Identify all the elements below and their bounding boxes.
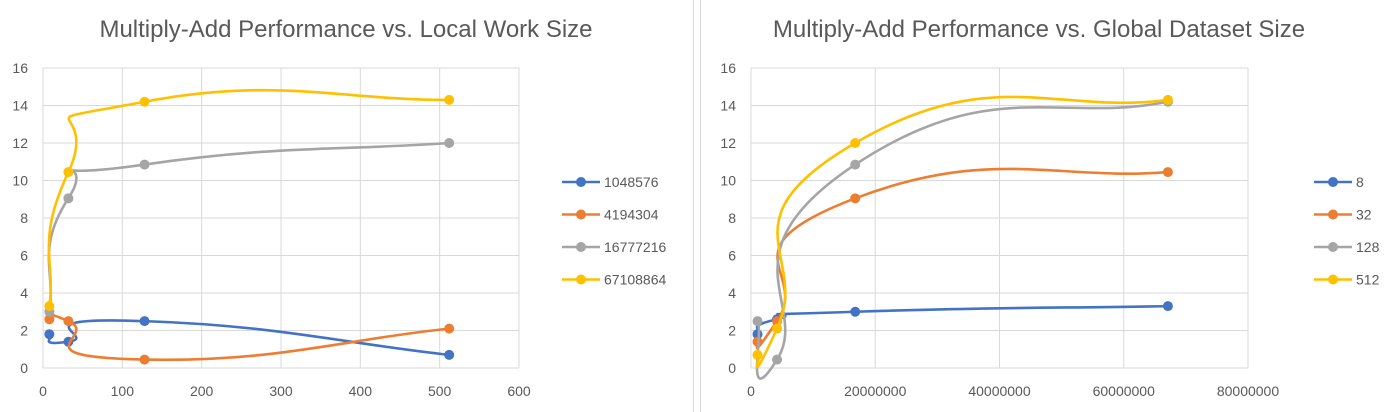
y-tick-label: 8 [20,210,28,226]
legend-label-67108864: 67108864 [604,272,667,288]
series-line-4194304 [47,313,451,362]
data-point-512 [772,323,783,334]
x-tick-label: 100 [111,383,135,399]
y-tick-label: 0 [728,360,736,376]
y-tick-label: 6 [20,248,28,264]
chart-divider [693,0,701,412]
legend-label-8: 8 [1356,174,1364,190]
y-tick-label: 16 [12,60,28,76]
data-point-1048576 [444,349,455,360]
y-tick-label: 10 [720,173,736,189]
x-tick-label: 500 [428,383,452,399]
data-point-67108864 [44,301,55,312]
chart-global-dataset-size: Multiply-Add Performance vs. Global Data… [720,16,1379,399]
legend-marker-128 [1328,242,1338,252]
x-tick-label: 60000000 [1093,383,1156,399]
legend-marker-67108864 [576,274,586,285]
data-point-8 [1162,301,1173,312]
legend-marker-4194304 [576,209,586,220]
x-tick-label: 40000000 [968,383,1031,399]
y-tick-label: 14 [720,98,736,114]
x-tick-label: 200 [190,383,214,399]
y-tick-label: 12 [720,135,736,151]
series-line-16777216 [47,141,451,314]
x-tick-label: 400 [349,383,373,399]
y-tick-label: 16 [720,60,736,76]
series-line-128 [755,100,1170,380]
x-tick-label: 600 [507,383,531,399]
y-tick-label: 2 [728,323,736,339]
data-point-67108864 [444,94,455,105]
data-point-512 [850,138,861,148]
legend-marker-512 [1328,274,1338,285]
y-tick-label: 4 [20,285,28,301]
data-point-4194304 [139,354,150,365]
series-line-67108864 [47,88,451,308]
chart-local-work-size: Multiply-Add Performance vs. Local Work … [12,16,666,399]
y-tick-label: 12 [12,135,28,151]
x-tick-label: 300 [269,383,293,399]
data-point-128 [850,159,861,170]
legend-label-128: 128 [1356,239,1380,255]
series-line-8 [755,304,1170,336]
data-point-4194304 [63,316,74,327]
data-point-4194304 [44,314,55,325]
legend-marker-32 [1328,209,1338,220]
y-tick-label: 14 [12,98,28,114]
chart-title: Multiply-Add Performance vs. Global Data… [773,16,1305,43]
data-point-16777216 [139,159,150,170]
legend-marker-16777216 [576,242,586,252]
y-tick-label: 10 [12,173,28,189]
series-line-32 [755,167,1170,350]
legend-label-16777216: 16777216 [604,239,667,255]
y-tick-label: 4 [728,285,736,301]
data-point-1048576 [139,316,150,327]
legend-label-4194304: 4194304 [604,207,659,223]
legend-marker-8 [1328,177,1338,187]
data-point-128 [772,354,783,365]
data-point-67108864 [139,96,150,107]
legend-label-1048576: 1048576 [604,174,659,190]
series-line-1048576 [47,319,451,357]
data-point-512 [1162,94,1173,105]
data-point-67108864 [63,167,74,178]
series-line-512 [755,95,1170,369]
data-point-8 [850,306,861,317]
y-tick-label: 0 [20,360,28,376]
y-tick-label: 8 [728,210,736,226]
x-tick-label: 80000000 [1217,383,1280,399]
data-point-1048576 [44,329,55,340]
data-point-32 [850,193,861,204]
data-point-16777216 [63,193,74,204]
data-point-512 [752,349,763,360]
y-tick-label: 2 [20,323,28,339]
legend-label-512: 512 [1356,272,1380,288]
data-point-4194304 [444,323,455,334]
chart-title: Multiply-Add Performance vs. Local Work … [99,16,592,43]
legend-label-32: 32 [1356,207,1372,223]
data-point-128 [752,316,763,327]
x-tick-label: 20000000 [844,383,907,399]
x-tick-label: 0 [39,383,47,399]
y-tick-label: 6 [728,248,736,264]
x-tick-label: 0 [747,383,755,399]
data-point-16777216 [444,138,455,148]
legend-marker-1048576 [576,177,586,187]
data-point-32 [1162,167,1173,178]
